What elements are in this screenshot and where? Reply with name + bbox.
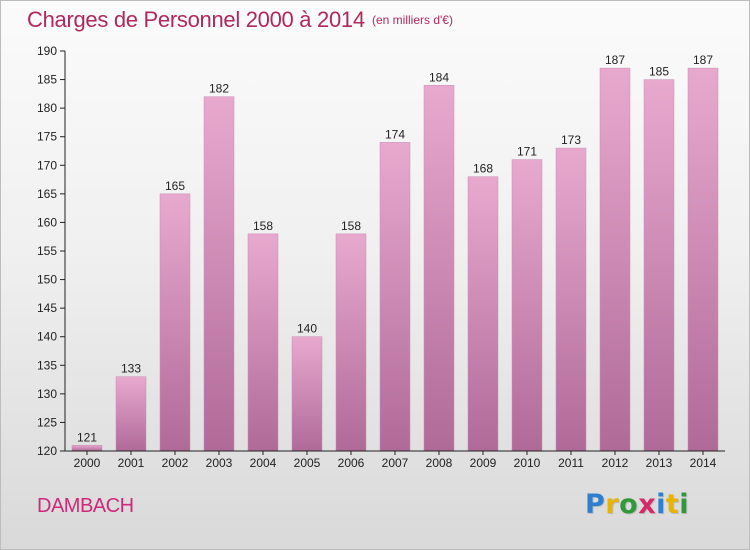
y-tick-label-165: 165 [37,187,57,201]
data-label-2007: 174 [385,127,405,141]
bar-2007 [379,142,411,452]
bar-2006 [335,233,367,452]
data-label-2008: 184 [429,70,449,84]
x-tick-label-2008: 2008 [426,456,453,470]
bar-2003 [203,96,235,452]
bar-2005 [291,336,323,452]
data-label-2005: 140 [297,322,317,336]
y-tick-label-120: 120 [37,444,57,458]
x-tick-label-2001: 2001 [118,456,145,470]
bar-2013 [643,79,675,452]
x-tick-label-2012: 2012 [602,456,629,470]
data-label-2014: 187 [693,53,713,67]
x-tick-label-2003: 2003 [206,456,233,470]
data-label-2002: 165 [165,179,185,193]
data-label-2000: 121 [77,430,97,444]
data-label-2003: 182 [209,82,229,96]
bar-2009 [467,176,499,452]
bar-2011 [555,147,587,452]
bar-2008 [423,85,455,452]
logo-letter: x [638,489,657,520]
logo-letter: i [679,489,690,520]
bar-2004 [247,233,279,452]
data-label-2013: 185 [649,65,669,79]
x-tick-label-2006: 2006 [338,456,365,470]
x-tick-label-2013: 2013 [646,456,673,470]
chart-title: Charges de Personnel 2000 à 2014 [27,7,365,32]
y-tick-label-125: 125 [37,415,57,429]
x-tick-label-2002: 2002 [162,456,189,470]
y-tick-label-130: 130 [37,387,57,401]
x-tick-label-2000: 2000 [74,456,101,470]
axes: 2000 2001 2002 2003 2004 2005 2006 2007 2008 2009… [37,44,725,470]
logo-letter: r [605,489,620,520]
x-tick-label-2009: 2009 [470,456,497,470]
y-tick-label-145: 145 [37,301,57,315]
logo-letter: o [619,489,639,520]
y-tick-label-185: 185 [37,73,57,87]
data-label-2012: 187 [605,53,625,67]
logo-letter: i [656,489,666,520]
y-tick-label-180: 180 [37,101,57,115]
data-label-2004: 158 [253,219,273,233]
bar-2010 [511,159,543,452]
y-tick-label-140: 140 [37,330,57,344]
x-tick-label-2014: 2014 [690,456,717,470]
x-tick-label-2004: 2004 [250,456,277,470]
data-label-2009: 168 [473,162,493,176]
y-tick-label-170: 170 [37,158,57,172]
bar-2014 [687,67,719,452]
bar-2001 [115,376,147,452]
data-label-2001: 133 [121,362,141,376]
y-tick-label-150: 150 [37,273,57,287]
y-tick-label-155: 155 [37,244,57,258]
bars-layer: 121 133 165 182 158 140 158 174 184 168 171 173 187 1… [71,53,719,452]
data-label-2010: 171 [517,145,537,159]
x-tick-label-2011: 2011 [558,456,584,470]
data-label-2006: 158 [341,219,361,233]
y-tick-label-135: 135 [37,358,57,372]
chart-subtitle: (en milliers d'€) [372,13,453,27]
logo-letter: P [585,489,606,520]
location-label: DAMBACH [37,495,134,517]
x-tick-label-2005: 2005 [294,456,321,470]
bar-2002 [159,193,191,452]
x-tick-label-2010: 2010 [514,456,541,470]
logo-letter: t [665,489,680,520]
y-tick-label-190: 190 [37,44,57,58]
proxiti-logo: Proxiti [585,489,689,520]
bar-2012 [599,67,631,452]
y-tick-label-160: 160 [37,215,57,229]
x-tick-label-2007: 2007 [382,456,409,470]
bar-2000 [71,445,103,452]
y-tick-label-175: 175 [37,130,57,144]
data-label-2011: 173 [561,133,581,147]
